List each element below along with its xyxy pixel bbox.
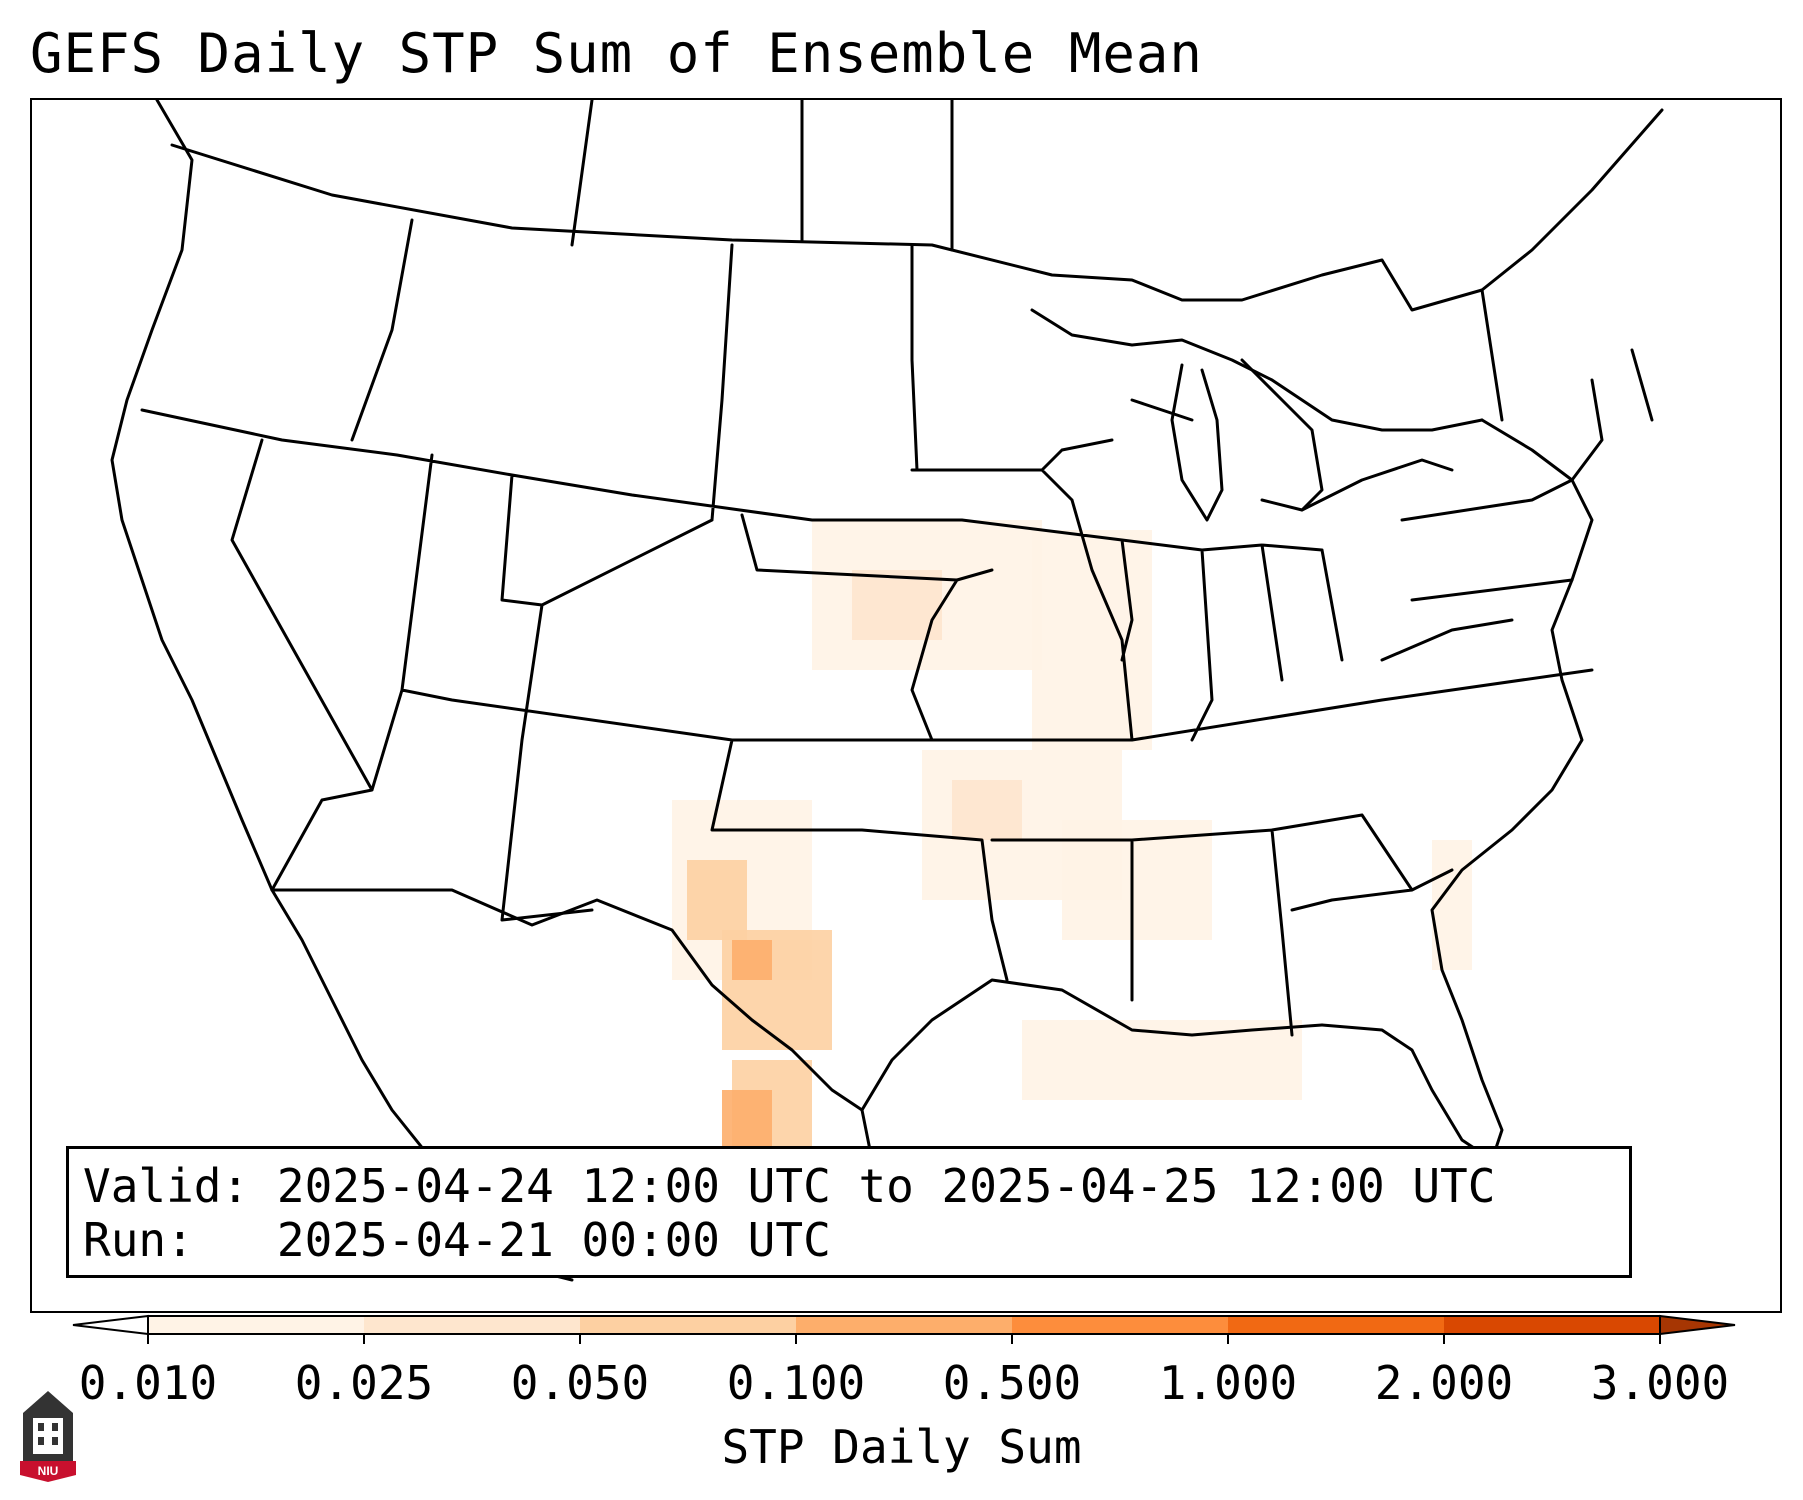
stp-shaded-area xyxy=(732,940,772,980)
colorbar-tick-label: 0.050 xyxy=(510,1356,650,1410)
colorbar-under-triangle xyxy=(72,1314,149,1336)
run-value: 2025-04-21 00:00 UTC xyxy=(276,1213,831,1267)
colorbar-tick-label: 3.000 xyxy=(1590,1356,1730,1410)
state-boundaries xyxy=(110,100,1664,1282)
canada-border xyxy=(170,108,1664,312)
run-label: Run: xyxy=(83,1213,194,1267)
valid-value: 2025-04-24 12:00 UTC to 2025-04-25 12:00… xyxy=(276,1159,1496,1213)
map-panel xyxy=(30,98,1782,1313)
colorbar-segment xyxy=(580,1316,797,1334)
valid-label: Valid: xyxy=(83,1159,250,1213)
colorbar-tick-label: 0.500 xyxy=(942,1356,1082,1410)
colorbar-tick-label: 0.025 xyxy=(294,1356,434,1410)
great-lakes-north xyxy=(1030,308,1484,432)
colorbar-segment xyxy=(148,1316,365,1334)
colorbar-segment xyxy=(1012,1316,1229,1334)
stp-shaded-area xyxy=(852,570,942,640)
state-lines xyxy=(140,100,1654,1037)
colorbar-segment xyxy=(1444,1316,1661,1334)
colorbar-tick-label: 0.010 xyxy=(78,1356,218,1410)
colorbar-tick-label: 1.000 xyxy=(1158,1356,1298,1410)
stp-shaded-area xyxy=(1062,820,1212,940)
stp-shaded-area xyxy=(1032,530,1152,750)
colorbar-segment xyxy=(796,1316,1013,1334)
valid-run-info-box: Valid: 2025-04-24 12:00 UTC to 2025-04-2… xyxy=(66,1146,1632,1278)
florida xyxy=(1320,1023,1494,1162)
niu-logo-text: NIU xyxy=(38,1464,59,1478)
colorbar-tick-label: 0.100 xyxy=(726,1356,866,1410)
michigan-east xyxy=(1240,358,1324,512)
us-basemap xyxy=(110,100,1664,1282)
colorbar xyxy=(72,1314,1736,1344)
colorbar-segment xyxy=(1228,1316,1445,1334)
stp-shaded-area xyxy=(687,860,747,940)
colorbar-over-triangle xyxy=(1659,1314,1736,1336)
gulf-coast xyxy=(860,978,1324,1212)
colorbar-tick-label: 2.000 xyxy=(1374,1356,1514,1410)
colorbar-ticks xyxy=(147,1334,1661,1344)
lake-michigan xyxy=(1170,363,1224,522)
colorbar-segments xyxy=(72,1314,1736,1336)
colorbar-label: STP Daily Sum xyxy=(721,1420,1082,1474)
west-coast xyxy=(110,100,504,1262)
east-coast xyxy=(1430,418,1594,1162)
lake-erie xyxy=(1300,458,1454,512)
stp-field-layer xyxy=(672,520,1472,1220)
stp-shaded-area xyxy=(952,780,1022,840)
colorbar-segment xyxy=(364,1316,581,1334)
colorbar-frame xyxy=(147,1315,1661,1335)
map-title: GEFS Daily STP Sum of Ensemble Mean xyxy=(30,22,1203,85)
niu-logo-icon: NIU xyxy=(20,1391,76,1482)
